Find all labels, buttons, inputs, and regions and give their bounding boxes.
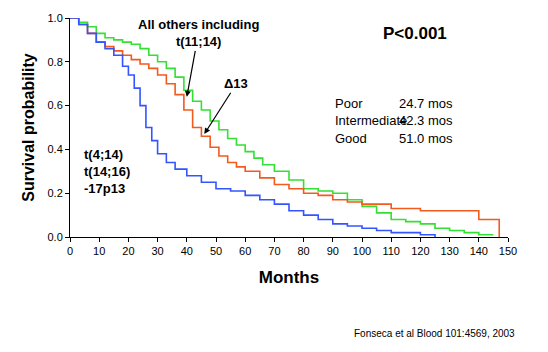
svg-text:42.3 mos: 42.3 mos [399,113,453,128]
svg-text:150: 150 [499,245,517,257]
svg-text:Months: Months [259,268,319,287]
svg-text:Fonseca et al Blood 101:4569,: Fonseca et al Blood 101:4569, 2003 [354,328,515,339]
svg-text:24.7 mos: 24.7 mos [399,96,453,111]
svg-text:80: 80 [297,245,309,257]
svg-text:0.6: 0.6 [48,99,63,111]
svg-text:130: 130 [440,245,458,257]
svg-text:Survival probability: Survival probability [20,53,37,202]
svg-text:140: 140 [470,245,488,257]
svg-text:20: 20 [122,245,134,257]
svg-text:t(4;14)t(14;16)-17p13: t(4;14)t(14;16)-17p13 [84,147,130,196]
svg-text:Good: Good [335,131,367,146]
svg-text:60: 60 [239,245,251,257]
svg-text:Intermediate: Intermediate [335,113,407,128]
svg-text:P<0.001: P<0.001 [383,24,447,43]
svg-text:10: 10 [93,245,105,257]
svg-text:0: 0 [67,245,73,257]
svg-text:120: 120 [411,245,429,257]
svg-text:0.2: 0.2 [48,187,63,199]
svg-text:0.0: 0.0 [48,231,63,243]
svg-text:50: 50 [210,245,222,257]
svg-text:1.0: 1.0 [48,12,63,24]
svg-text:40: 40 [181,245,193,257]
svg-text:Poor: Poor [335,96,363,111]
svg-text:Δ13: Δ13 [224,76,248,91]
svg-text:0.8: 0.8 [48,56,63,68]
svg-text:All others includingt(11;14): All others includingt(11;14) [138,17,259,49]
svg-text:30: 30 [151,245,163,257]
svg-text:110: 110 [382,245,400,257]
svg-text:0.4: 0.4 [48,143,63,155]
svg-text:51.0 mos: 51.0 mos [399,131,453,146]
svg-text:90: 90 [327,245,339,257]
svg-text:70: 70 [268,245,280,257]
svg-text:100: 100 [353,245,371,257]
